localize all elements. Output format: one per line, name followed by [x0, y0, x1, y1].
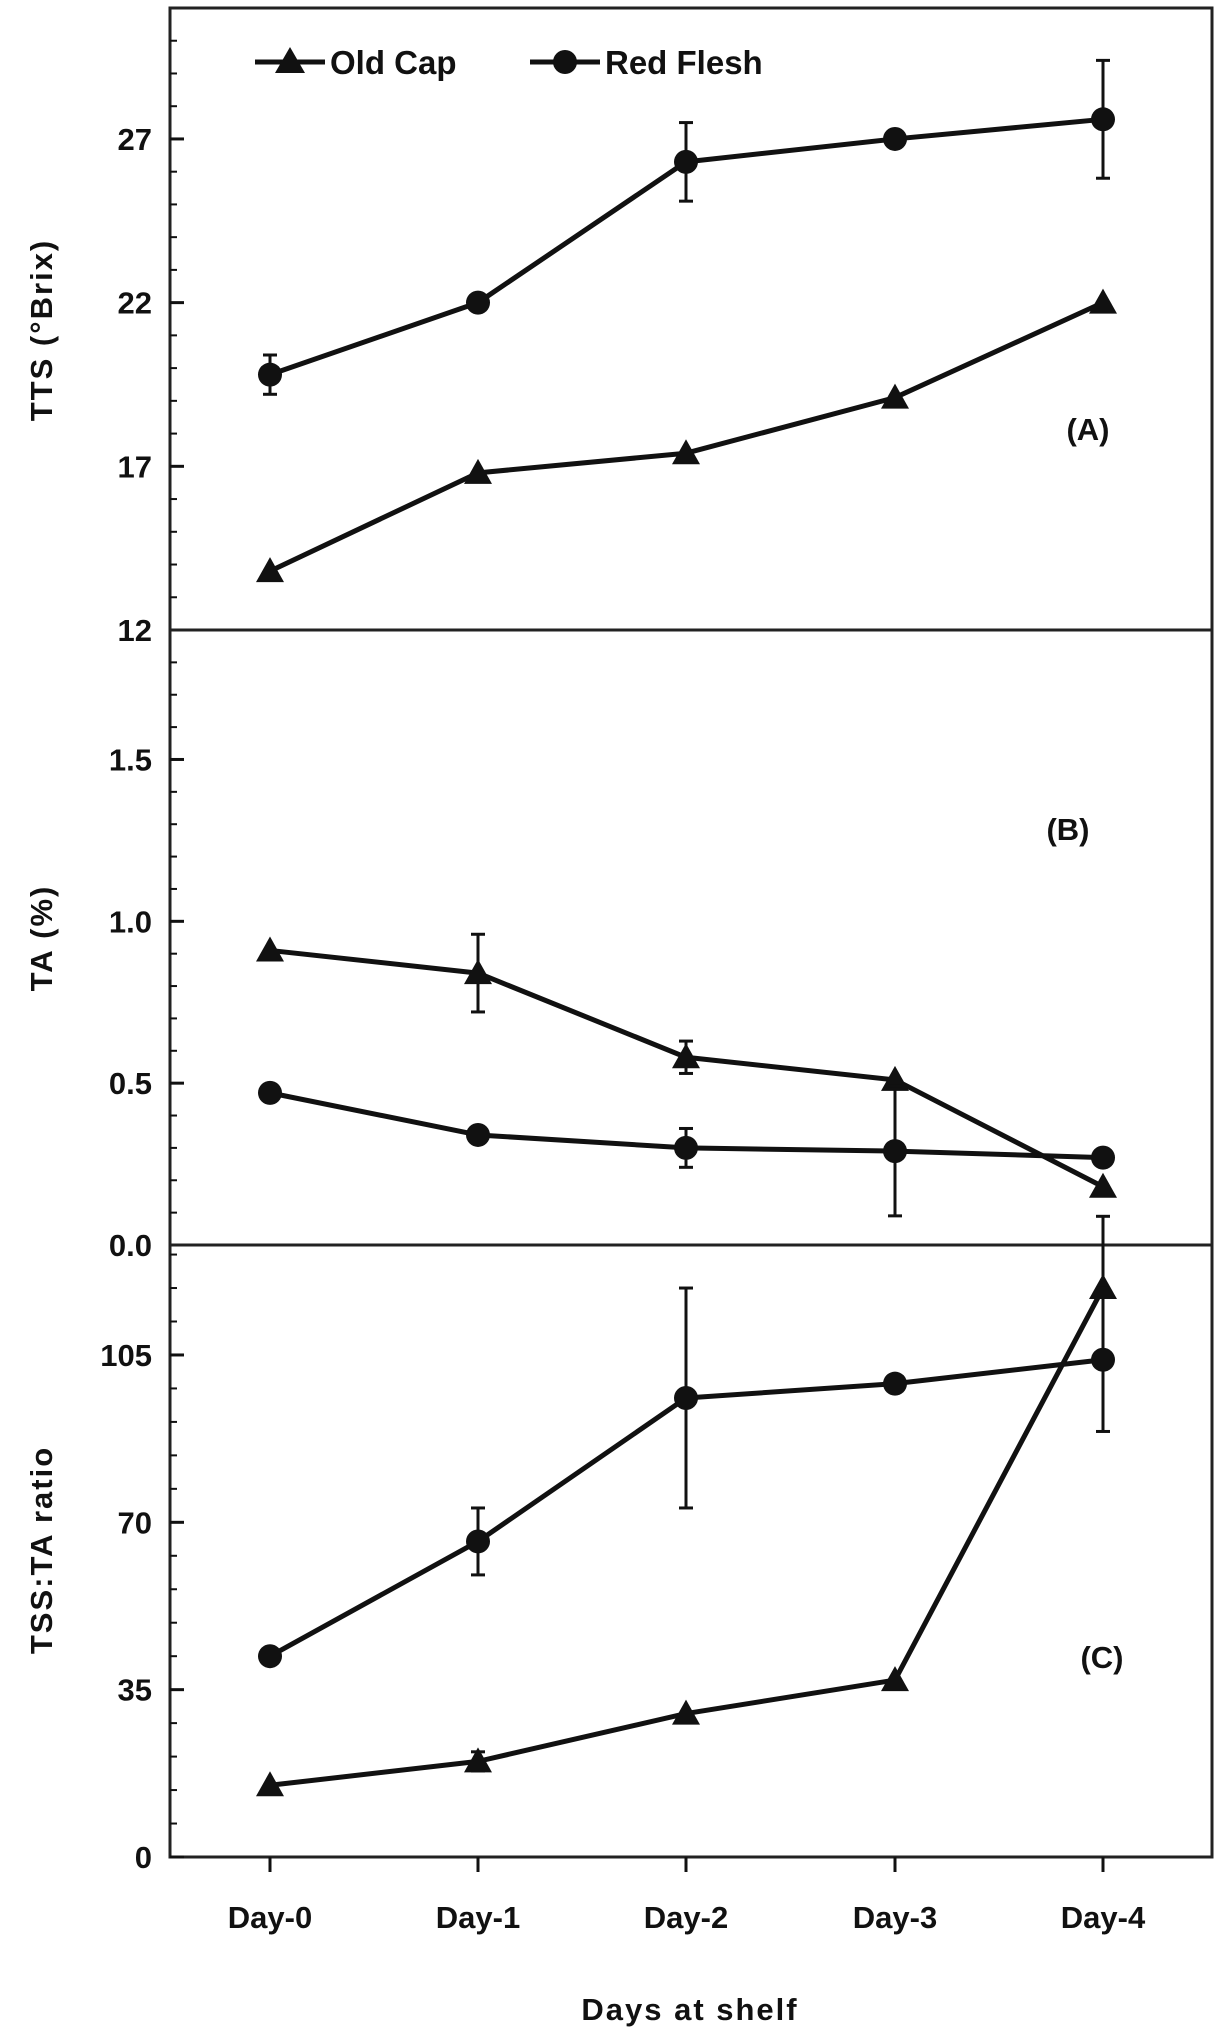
- x-tick-label: Day-0: [228, 1900, 312, 1935]
- panel-c-frame: [168, 1243, 1214, 1859]
- panel-a-series: [256, 58, 1117, 583]
- panel-a-old-cap-point: [1089, 288, 1117, 314]
- x-tick-label: Day-3: [853, 1900, 937, 1935]
- panel-c-red-flesh-point: [466, 1529, 490, 1554]
- panel-a-red-flesh-point: [258, 362, 282, 387]
- panel-c-old-cap-point: [672, 1699, 700, 1725]
- panel-c-old-cap-point: [881, 1666, 909, 1692]
- x-tick-label: Day-1: [436, 1900, 520, 1935]
- panel-b-y-tick-label: 0.0: [109, 1228, 152, 1263]
- legend-label-red-flesh: Red Flesh: [605, 44, 763, 81]
- panel-c-red-flesh-point: [883, 1371, 907, 1396]
- panel-c-red-flesh-point: [674, 1386, 698, 1410]
- panel-c-old-cap-point: [256, 1771, 284, 1797]
- panel-c-red-flesh-point: [258, 1644, 282, 1669]
- panel-c-y-tick-label: 105: [100, 1338, 152, 1373]
- panel-a-old-cap-point: [672, 439, 700, 465]
- panel-b-old-cap-point: [881, 1065, 909, 1091]
- panel-b-red-flesh-point: [258, 1080, 282, 1105]
- panel-b-y-tick-label: 0.5: [109, 1066, 152, 1101]
- panel-c-old-cap-point: [464, 1747, 492, 1773]
- panel-a-y-tick-label: 27: [118, 122, 152, 157]
- legend-marker-old-cap: [275, 47, 305, 73]
- panel-c-y-tick-label: 35: [118, 1673, 152, 1708]
- x-axis: Day-0 Day-1 Day-2 Day-3 Day-4: [228, 1857, 1146, 1935]
- panel-c-tag: (C): [1080, 1640, 1123, 1675]
- panel-a-old-cap-point: [881, 383, 909, 409]
- panel-a-red-flesh-point: [674, 149, 698, 174]
- x-tick-label: Day-2: [644, 1900, 728, 1935]
- panel-b-old-cap-point: [672, 1043, 700, 1069]
- panel-b-old-cap-point: [464, 959, 492, 985]
- panel-a-red-flesh-point: [466, 290, 490, 315]
- panel-b-y-tick-label: 1.0: [109, 904, 152, 939]
- panel-b-red-flesh-point: [674, 1135, 698, 1160]
- panel-b-red-flesh-point: [883, 1139, 907, 1164]
- panel-a-y-tick-label: 22: [118, 286, 152, 321]
- x-axis-title: Days at shelf: [581, 1992, 798, 2027]
- panel-b-series: [256, 932, 1117, 1218]
- panel-b-red-flesh-point: [466, 1122, 490, 1147]
- panel-b-y-ticks: 0.0 0.5 1.0 1.5: [109, 661, 184, 1263]
- panel-b-old-cap-point: [1089, 1172, 1117, 1198]
- panel-a-old-cap-point: [464, 458, 492, 484]
- panel-c-y-tick-label: 0: [135, 1840, 152, 1875]
- panel-c: 0 35 70 105 (C) TSS:TA ratio: [24, 1214, 1214, 1875]
- panel-b-y-tick-label: 1.5: [109, 742, 152, 777]
- panel-a-red-flesh-point: [1091, 107, 1115, 132]
- panel-c-y-tick-label: 70: [118, 1505, 152, 1540]
- panel-b: 0.0 0.5 1.0 1.5 (B) TA (%): [24, 628, 1214, 1263]
- legend-marker-red-flesh: [553, 50, 577, 74]
- panel-c-y-axis-title: TSS:TA ratio: [24, 1446, 59, 1654]
- x-tick-label: Day-4: [1061, 1900, 1146, 1935]
- panel-a: 12 17 22 27 (A) TTS (°Brix) Old Cap Red Fle…: [24, 6, 1214, 648]
- legend-label-old-cap: Old Cap: [330, 44, 457, 81]
- panel-a-tag: (A): [1066, 412, 1109, 447]
- panel-b-y-axis-title: TA (%): [24, 885, 59, 992]
- panel-a-y-tick-label: 17: [118, 449, 152, 484]
- panel-c-series: [256, 1214, 1117, 1797]
- panel-b-old-cap-point: [256, 936, 284, 962]
- panel-a-y-axis-title: TTS (°Brix): [24, 239, 59, 422]
- panel-a-old-cap-point: [256, 557, 284, 583]
- legend: Old Cap Red Flesh: [255, 44, 763, 81]
- panel-b-red-flesh-point: [1091, 1145, 1115, 1170]
- panel-b-tag: (B): [1046, 812, 1089, 847]
- panel-c-y-ticks: 0 35 70 105: [100, 1253, 184, 1875]
- panel-a-red-flesh-point: [883, 126, 907, 151]
- panel-c-red-flesh-point: [1091, 1347, 1115, 1372]
- panel-a-y-tick-label: 12: [118, 613, 152, 648]
